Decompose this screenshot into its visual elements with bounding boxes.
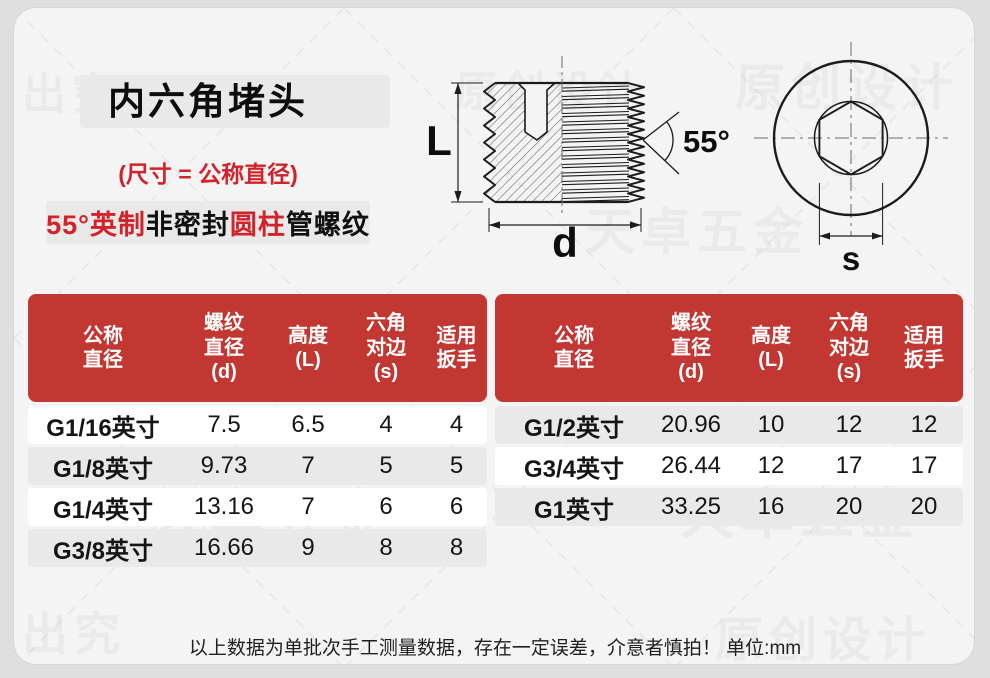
dim-arrow [454,83,462,94]
hex-socket-outline [517,82,556,141]
cell-height-l: 12 [757,452,785,479]
cell-wrench: 4 [449,411,464,438]
thread-teeth-edge [627,82,645,203]
table-row: G1/8英寸 9.73 7 5 5 [28,447,487,485]
cell-height-l: 7 [301,493,315,520]
cell-height-l: 10 [757,411,785,438]
col-header: 适用 扳手 [904,324,944,371]
row-name: G1/16英寸 [46,414,160,442]
thread-lines [561,85,630,203]
hex-socket-face [518,83,555,140]
tag-part-red: 55°英制 [46,210,146,240]
cell-hex-s: 5 [379,452,393,479]
table-row: G1英寸 33.25 16 20 20 [495,488,963,526]
dim-label-s: s [842,240,860,273]
side-section-drawing: L d 55° [426,56,730,260]
dim-arrow [630,221,641,229]
cell-hex-s: 17 [835,452,863,479]
row-name: G1/4英寸 [52,496,154,524]
cell-thread-d: 13.16 [193,493,255,520]
cell-thread-d: 9.73 [200,452,248,479]
col-header: 公称 直径 [83,324,123,371]
col-header: 公称 直径 [554,324,594,371]
cell-thread-d: 26.44 [660,452,722,479]
angle-line [642,139,680,175]
cell-hex-s: 20 [835,493,863,520]
cell-thread-d: 7.5 [207,411,241,438]
title-highlight-band [80,75,390,128]
cell-thread-d: 33.25 [660,493,722,520]
cell-hex-s: 4 [379,411,393,438]
cell-hex-s: 12 [835,411,863,438]
hatch-lines [484,83,562,202]
dim-arrow [489,221,500,229]
table-row: G1/2英寸 20.96 10 12 12 [495,406,963,444]
thread-type-tag: 55°英制 非密封 圆柱 管螺纹 [46,201,370,244]
row-name: G1英寸 [533,496,614,524]
dim-arrow [819,232,830,240]
row-name: G1/2英寸 [523,414,625,442]
page-title: 内六角堵头 [108,81,308,122]
tag-part-red: 圆柱 [229,210,286,240]
cell-wrench: 8 [449,534,464,561]
subtitle: (尺寸 = 公称直径) [118,161,298,187]
col-header: 螺纹 直径 (d) [671,312,711,384]
dim-label-L: L [426,117,452,164]
hex-socket-shape [818,100,884,176]
cell-wrench: 5 [449,452,464,479]
col-header: 高度 (L) [751,324,791,371]
cell-height-l: 9 [301,534,315,561]
cell-hex-s: 8 [379,534,393,561]
dim-label-d: d [552,219,578,260]
cell-wrench: 20 [910,493,938,520]
cell-wrench: 12 [910,411,938,438]
cell-hex-s: 6 [379,493,393,520]
dim-arrow [454,191,462,202]
cell-height-l: 7 [301,452,315,479]
table-row: G3/4英寸 26.44 12 17 17 [495,447,963,485]
table-row: G1/4英寸 13.16 7 6 6 [28,488,487,526]
table-header-left: 公称 直径 螺纹 直径 (d) 高度 (L) 六角 对边 (s) 适用 扳手 [28,294,487,402]
tag-part-dark: 管螺纹 [285,210,370,240]
dim-arrow [872,232,883,240]
cell-wrench: 17 [910,452,938,479]
cell-wrench: 6 [449,493,464,520]
tag-part-dark: 非密封 [145,210,230,240]
angle-label: 55° [683,124,730,159]
table-row: G3/8英寸 16.66 9 8 8 [28,529,487,567]
cell-height-l: 6.5 [291,411,325,438]
table-row: G1/16英寸 7.5 6.5 4 4 [28,406,487,444]
row-name: G1/8英寸 [52,455,154,483]
row-name: G3/8英寸 [52,537,154,565]
angle-arc [664,121,674,162]
thread-section-edge [483,82,496,203]
col-header: 适用 扳手 [436,324,477,371]
row-name: G3/4英寸 [523,455,625,483]
end-view-drawing: s [754,42,948,273]
col-header: 六角 对边 (s) [366,312,406,384]
measurement-disclaimer: 以上数据为单批次手工测量数据，存在一定误差，介意者慎拍！ 单位:mm [188,638,802,659]
angle-line [642,111,680,141]
cell-height-l: 16 [757,493,785,520]
col-header: 高度 (L) [288,324,328,371]
col-header: 螺纹 直径 (d) [204,312,244,384]
table-header-right: 公称 直径 螺纹 直径 (d) 高度 (L) 六角 对边 (s) 适用 扳手 [495,294,963,402]
cell-thread-d: 20.96 [660,411,722,438]
col-header: 六角 对边 (s) [829,312,869,384]
outer-diameter-circle [772,59,930,217]
cell-thread-d: 16.66 [193,534,255,561]
